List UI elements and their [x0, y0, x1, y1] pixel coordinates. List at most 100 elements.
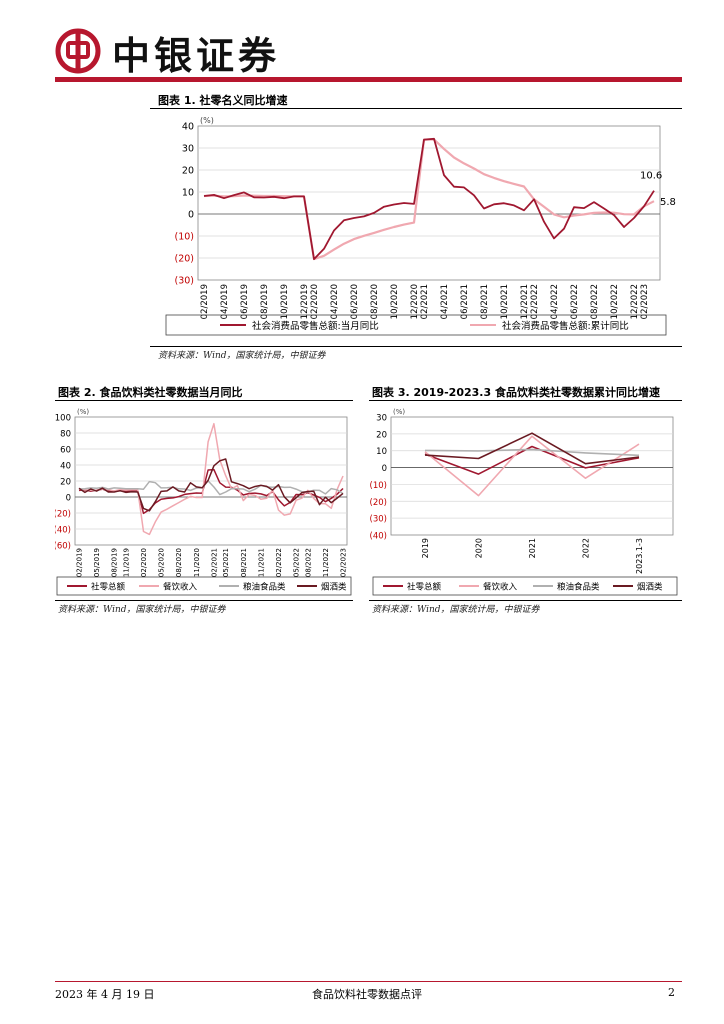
- x-tick-label: 08/2022: [590, 284, 600, 319]
- bank-of-china-logo: [55, 28, 101, 74]
- series-line-1: [78, 422, 344, 536]
- figure-1-title: 图表 1. 社零名义同比增速: [158, 94, 288, 107]
- x-tick-label: 2020: [475, 538, 484, 558]
- y-tick-label: (10): [370, 481, 387, 491]
- x-tick-label: 02/2023: [340, 548, 348, 577]
- x-tick-label: 02/2019: [200, 284, 210, 319]
- x-tick-label: 02/2019: [76, 548, 84, 577]
- y-tick-label: 20: [376, 430, 387, 440]
- x-tick-label: 08/2020: [370, 284, 380, 319]
- x-tick-label: 04/2022: [550, 284, 560, 319]
- footer-rule: [55, 981, 682, 982]
- y-tick-label: 0: [188, 210, 194, 221]
- x-tick-label: 05/2021: [222, 548, 230, 577]
- series-line-2: [424, 448, 640, 457]
- x-tick-label: 02/2020: [140, 548, 148, 577]
- chart-3: 30 20 10 0 (10) (20) (30) (40) (%) 2019 2020 2021 20…: [370, 408, 678, 596]
- y-tick-label: (20): [174, 254, 194, 265]
- x-tick-label: 2019: [421, 538, 430, 558]
- plot-area: [390, 416, 674, 536]
- legend-label-1: 餐饮收入: [483, 582, 518, 593]
- x-tick-label: 06/2019: [240, 284, 250, 319]
- page-number: 2: [668, 986, 675, 999]
- y-tick-label: 40: [60, 462, 71, 472]
- x-tick-label: 04/2019: [220, 284, 230, 319]
- x-tick-label: 02/2021: [210, 548, 218, 577]
- series-line-1: [203, 138, 655, 261]
- y-tick-label: 60: [60, 446, 71, 456]
- brand-name: 中银证券: [112, 34, 281, 78]
- x-tick-label: 06/2020: [350, 284, 360, 319]
- figure-2-title: 图表 2. 食品饮料类社零数据当月同比: [58, 386, 243, 399]
- series-line-0: [203, 137, 655, 261]
- series-line-0: [424, 445, 640, 475]
- figure-2-bottom-rule: [55, 600, 353, 601]
- y-tick-label: 0: [66, 494, 71, 504]
- y-tick-label: (40): [370, 532, 387, 542]
- x-tick-label: 08/2021: [240, 548, 248, 577]
- x-tick-label: 11/2021: [257, 548, 265, 577]
- y-tick-label: 30: [376, 414, 387, 424]
- figure-2-top-rule: [55, 400, 353, 401]
- x-tick-label: 06/2022: [570, 284, 580, 319]
- x-tick-label: 02/2023: [640, 284, 650, 319]
- figure-3-top-rule: [369, 400, 682, 401]
- y-tick-label: (40): [55, 526, 71, 536]
- legend-label-1: 餐饮收入: [163, 582, 198, 593]
- x-tick-label: 08/2019: [111, 548, 119, 577]
- x-tick-label: 04/2020: [330, 284, 340, 319]
- series-line-3: [78, 458, 344, 512]
- y-tick-label: 20: [182, 166, 194, 177]
- x-tick-label: 05/2022: [293, 548, 301, 577]
- header-rule: [55, 77, 682, 82]
- chart-1: 40 30 20 10 0 (10) (20) (30) (%) 02/2019 04/2019 06…: [165, 116, 676, 336]
- x-tick-label: 02/2022: [275, 548, 283, 577]
- x-tick-label: 11/2020: [193, 548, 201, 577]
- legend-label-0: 社会消费品零售总额:当月同比: [252, 320, 379, 332]
- figure-1-bottom-rule: [150, 346, 682, 347]
- x-tick-label: 10/2019: [280, 284, 290, 319]
- legend-label-3: 烟酒类: [637, 582, 663, 593]
- x-tick-label: 08/2022: [304, 548, 312, 577]
- annotation-cumulative-yoy: 5.8: [660, 197, 676, 208]
- x-tick-label: 11/2022: [322, 548, 330, 577]
- legend-label-2: 粮油食品类: [243, 582, 286, 593]
- y-tick-label: 100: [55, 414, 71, 424]
- legend-label-1: 社会消费品零售总额:累计同比: [502, 320, 629, 332]
- x-tick-label: 08/2020: [175, 548, 183, 577]
- x-tick-label: 08/2021: [480, 284, 490, 319]
- series-line-2: [78, 480, 344, 496]
- y-tick-label: 10: [182, 188, 194, 199]
- footer-title: 食品饮料社零数据点评: [312, 988, 422, 1001]
- x-tick-label: 04/2021: [440, 284, 450, 319]
- chart-2: 100 80 60 40 20 0 (20) (40) (60) (%) 02/2019 05/201…: [55, 408, 352, 596]
- figure-3-title: 图表 3. 2019-2023.3 食品饮料类社零数据累计同比增速: [372, 386, 660, 399]
- unit-label: (%): [393, 408, 405, 416]
- unit-label: (%): [200, 116, 214, 125]
- y-tick-label: (30): [174, 276, 194, 287]
- figure-2-source: 资料来源：Wind，国家统计局，中银证券: [58, 605, 226, 615]
- x-tick-label: 02/2021: [420, 284, 430, 319]
- annotation-current-yoy: 10.6: [640, 171, 662, 182]
- x-tick-label: 06/2021: [460, 284, 470, 319]
- y-tick-label: 30: [182, 144, 194, 155]
- x-tick-label: 10/2020: [390, 284, 400, 319]
- y-tick-label: 40: [182, 122, 194, 133]
- unit-label: (%): [77, 408, 89, 416]
- x-tick-label: 02/2022: [530, 284, 540, 319]
- figure-3-bottom-rule: [369, 600, 682, 601]
- series-line-3: [424, 432, 640, 465]
- y-tick-label: (10): [174, 232, 194, 243]
- x-tick-label: 10/2021: [500, 284, 510, 319]
- x-tick-label: 02/2020: [310, 284, 320, 319]
- legend-label-2: 粮油食品类: [557, 582, 600, 593]
- y-tick-label: 0: [382, 464, 387, 474]
- x-tick-label: 2023.1-3: [635, 538, 644, 574]
- legend-box: [372, 576, 678, 596]
- legend-label-3: 烟酒类: [321, 582, 347, 593]
- y-tick-label: 10: [376, 447, 387, 457]
- y-tick-label: (20): [55, 510, 71, 520]
- legend-label-0: 社零总额: [407, 582, 442, 593]
- footer-date: 2023 年 4 月 19 日: [55, 988, 155, 1001]
- y-tick-label: 20: [60, 478, 71, 488]
